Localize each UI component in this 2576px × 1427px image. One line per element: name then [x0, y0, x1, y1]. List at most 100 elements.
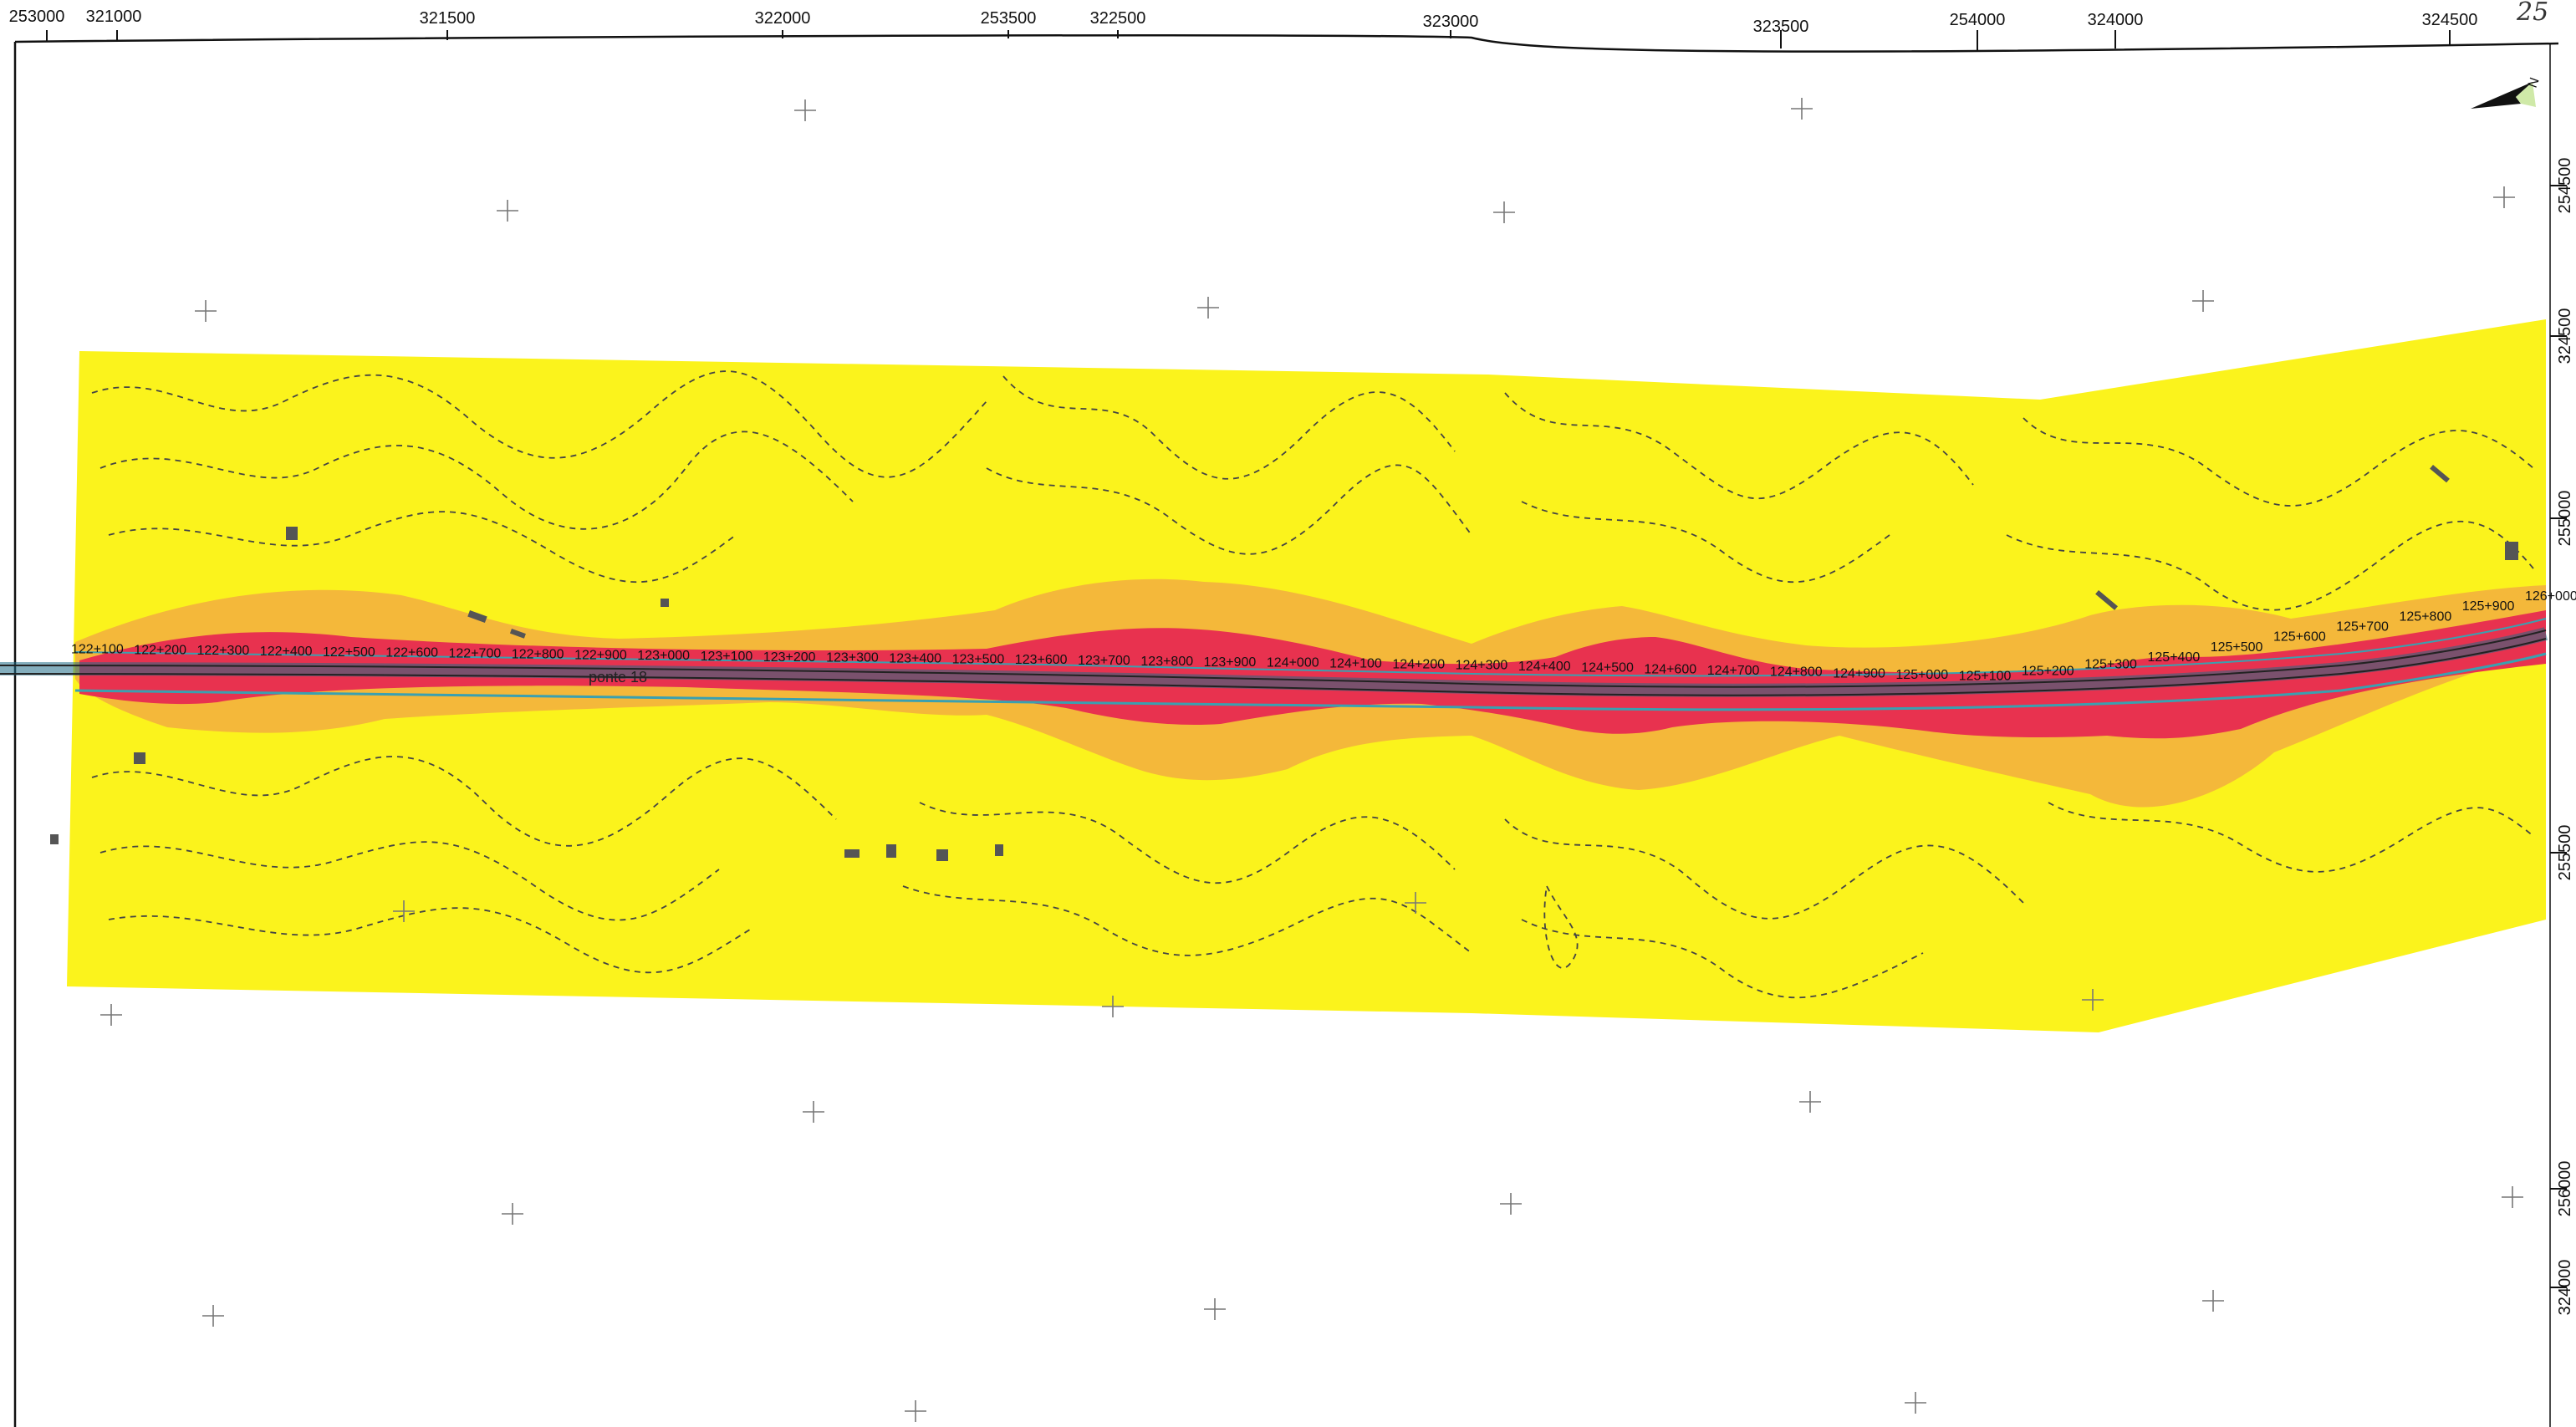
chainage-label: 122+700: [449, 647, 502, 661]
grid-label-top: 254000: [1950, 11, 2006, 29]
chainage-label: 125+700: [2336, 620, 2389, 635]
place-label: ponte 18: [589, 669, 647, 685]
grid-cross: [502, 1203, 523, 1225]
grid-cross: [1204, 1298, 1226, 1320]
grid-label-top: 322500: [1090, 9, 1146, 28]
grid-crosses: [100, 98, 2523, 1422]
building: [286, 527, 298, 540]
grid-cross: [1799, 1091, 1821, 1113]
grid-label-right: 255500: [2556, 825, 2574, 881]
grid-cross: [393, 900, 415, 922]
grid-cross: [2192, 290, 2214, 312]
chainage-label: 124+900: [1833, 666, 1885, 680]
chainage-label: 123+700: [1078, 654, 1130, 668]
chainage-label: 124+500: [1581, 661, 1634, 675]
chainage-label: 122+100: [71, 642, 124, 656]
corner-mark: 25: [2516, 0, 2548, 27]
chainage-label: 125+200: [2022, 665, 2074, 679]
chainage-label: 122+900: [574, 648, 627, 662]
chainage-label: 123+900: [1204, 655, 1257, 670]
chainage-label: 124+100: [1329, 657, 1382, 671]
grid-cross: [2502, 1186, 2523, 1208]
chainage-label: 123+300: [826, 651, 879, 665]
chainage-labels: 122+100 122+200 122+300 122+400 122+500 122+6…: [71, 589, 2576, 684]
building: [936, 849, 948, 861]
chainage-label: 122+300: [197, 644, 250, 658]
grid-cross: [1500, 1193, 1522, 1215]
building: [2505, 542, 2518, 560]
chainage-label: 123+600: [1015, 653, 1068, 667]
chainage-label: 124+200: [1392, 657, 1445, 671]
grid-label-top: 253500: [981, 9, 1037, 28]
map-frame: [13, 30, 2567, 1427]
top-grid-labels: 253000 321000 321500 322000 253500 32250…: [9, 8, 2478, 36]
building: [995, 844, 1003, 856]
chainage-label: 125+600: [2273, 630, 2326, 645]
grid-label-top: 321500: [420, 9, 476, 28]
building: [467, 610, 487, 624]
chainage-label: 122+800: [512, 647, 564, 661]
grid-label-right: 324500: [2556, 308, 2574, 364]
grid-label-right: 255000: [2556, 491, 2574, 547]
chainage-label: 123+500: [952, 652, 1005, 666]
building: [661, 599, 669, 607]
buildings: [50, 465, 2518, 861]
grid-label-top: 321000: [86, 8, 142, 26]
building: [2095, 590, 2118, 610]
chainage-label: 123+200: [763, 650, 816, 665]
chainage-label: 124+800: [1770, 665, 1823, 680]
chainage-label: 125+500: [2211, 640, 2263, 655]
grid-label-top: 253000: [9, 8, 65, 26]
building: [50, 834, 59, 844]
north-arrow-icon: N: [2471, 76, 2543, 109]
chainage-label: 125+400: [2148, 650, 2201, 665]
grid-cross: [2493, 186, 2515, 208]
building: [2430, 465, 2450, 483]
chainage-label: 123+800: [1140, 655, 1193, 669]
grid-cross: [1405, 892, 1426, 914]
north-label: N: [2526, 76, 2543, 90]
grid-cross: [1197, 297, 1219, 319]
chainage-label: 123+100: [701, 650, 753, 664]
grid-label-top: 323500: [1753, 18, 1809, 36]
grid-label-right: 254500: [2556, 158, 2574, 214]
chainage-label: 124+400: [1518, 660, 1571, 674]
grid-cross: [100, 1004, 122, 1026]
grid-cross: [803, 1101, 824, 1123]
grid-cross: [905, 1400, 926, 1422]
grid-cross: [794, 99, 816, 121]
buffer-zone-inner: [79, 610, 2546, 739]
chainage-label: 124+700: [1707, 664, 1760, 678]
chainage-label: 122+500: [323, 645, 375, 660]
grid-cross: [202, 1305, 224, 1327]
right-grid-labels: 254500 324500 255000 255500 256000 32400…: [2556, 158, 2574, 1316]
chainage-label: 124+000: [1267, 656, 1319, 670]
grid-cross: [1493, 201, 1515, 223]
chainage-label: 122+200: [134, 643, 186, 657]
grid-label-right: 324000: [2556, 1260, 2574, 1316]
grid-cross: [2082, 989, 2104, 1011]
grid-cross: [1905, 1392, 1926, 1414]
grid-cross: [195, 300, 217, 322]
chainage-label: 125+800: [2400, 609, 2452, 624]
grid-label-top: 323000: [1423, 13, 1479, 31]
chainage-label: 122+400: [260, 645, 313, 659]
road-alignment: [0, 618, 2548, 711]
building: [134, 752, 145, 764]
chainage-label: 123+400: [889, 652, 941, 666]
grid-cross: [497, 200, 518, 222]
chainage-label: 126+000: [2525, 589, 2576, 604]
chainage-label: 125+100: [1959, 670, 2012, 684]
chainage-label: 123+000: [637, 649, 690, 663]
chainage-label: 124+600: [1644, 662, 1696, 676]
contour-lines: [91, 370, 2534, 999]
chainage-label: 124+300: [1456, 659, 1508, 673]
chainage-label: 125+900: [2462, 599, 2515, 614]
chainage-label: 122+600: [385, 646, 438, 660]
building: [509, 628, 526, 639]
grid-label-top: 324000: [2088, 11, 2144, 29]
chainage-label: 125+300: [2084, 657, 2137, 671]
grid-cross: [1102, 996, 1124, 1017]
building: [844, 849, 860, 858]
